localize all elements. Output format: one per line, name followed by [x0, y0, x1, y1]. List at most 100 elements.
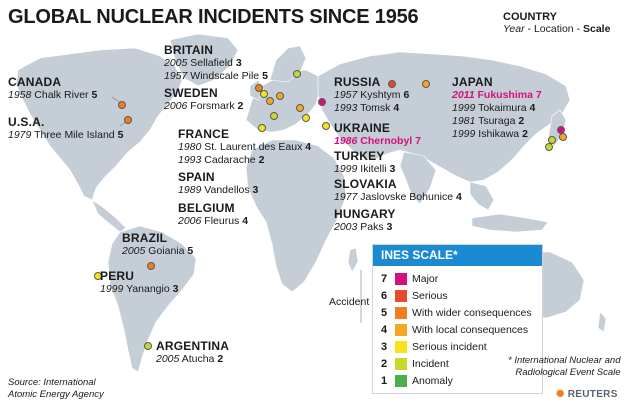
incident-year: 1979: [8, 129, 32, 141]
incident-location: Chalk River: [34, 89, 89, 101]
incident-entry: 1957 Windscale Pile 5: [164, 70, 268, 83]
incident-location: St. Laurent des Eaux: [204, 141, 303, 153]
incident-marker-windscale-pile[interactable]: [255, 84, 263, 92]
country-name: BRAZIL: [122, 231, 168, 245]
incident-marker-st-laurent[interactable]: [266, 97, 274, 105]
incident-marker-fleurus[interactable]: [276, 92, 284, 100]
incident-year: 1980: [178, 141, 202, 153]
incident-marker-forsmark[interactable]: [293, 70, 301, 78]
country-name: UKRAINE: [334, 121, 391, 135]
legend-header-sep: -: [573, 23, 583, 35]
incident-location: Windscale Pile: [190, 70, 260, 82]
country-block-belgium: BELGIUM 2006 Fleurus 4: [178, 202, 248, 228]
incident-marker-chernobyl[interactable]: [318, 98, 326, 106]
incident-scale: 4: [529, 102, 536, 114]
credit-text: REUTERS: [567, 389, 618, 400]
ines-level-swatch: [395, 341, 407, 353]
incident-location: Ishikawa: [478, 128, 520, 140]
country-block-peru: PERU 1999 Yanangio 3: [100, 270, 178, 296]
country-block-slovakia: SLOVAKIA 1977 Jaslovske Bohunice 4: [334, 178, 462, 204]
incident-scale: 4: [305, 141, 312, 153]
incident-year: 1999: [452, 102, 476, 114]
footnote: * International Nuclear and Radiological…: [508, 355, 621, 379]
incident-year: 1999: [100, 283, 124, 295]
incident-scale: 3: [252, 184, 259, 196]
incident-location: Vandellos: [204, 184, 250, 196]
incident-marker-chalk-river[interactable]: [118, 101, 126, 109]
country-block-brazil: BRAZIL 2005 Goiania 5: [122, 232, 193, 258]
north-america-landmass: [15, 47, 183, 201]
ines-level-label: With local consequences: [412, 324, 529, 336]
ines-level-swatch: [395, 358, 407, 370]
incident-location: Tokaimura: [478, 102, 527, 114]
incident-scale: 5: [262, 70, 268, 82]
ines-level-3: 3 Serious incident: [381, 339, 541, 356]
incident-entry: 1999 Ishikawa 2: [452, 128, 542, 141]
incident-marker-cadarache[interactable]: [270, 112, 278, 120]
incident-scale: 2: [217, 353, 224, 365]
incident-year: 2005: [122, 245, 146, 257]
incident-marker-paks[interactable]: [302, 114, 310, 122]
incident-scale: 2: [518, 115, 525, 127]
incident-location: Three Mile Island: [34, 129, 115, 141]
incident-marker-vandellos[interactable]: [258, 124, 266, 132]
incident-location: Atucha: [181, 353, 215, 365]
incident-year: 2005: [164, 57, 188, 69]
incident-marker-sellafield[interactable]: [260, 90, 268, 98]
footnote-line: Radiological Event Scale: [515, 367, 621, 378]
ines-level-1: 1 Anomaly: [381, 373, 541, 390]
ines-level-label: Serious incident: [412, 341, 487, 353]
country-name: SLOVAKIA: [334, 177, 397, 191]
country-name: RUSSIA: [334, 75, 381, 89]
incident-marker-kyshtym[interactable]: [388, 80, 396, 88]
incident-scale: 2: [237, 100, 244, 112]
incident-entry: 1999 Tokaimura 4: [452, 102, 542, 115]
country-name: PERU: [100, 269, 135, 283]
incident-year: 1999: [334, 163, 358, 175]
greenland-landmass: [169, 33, 239, 87]
country-name: JAPAN: [452, 75, 493, 89]
incident-entry: 2006 Forsmark 2: [164, 100, 243, 113]
incident-marker-atucha[interactable]: [144, 342, 152, 350]
ines-level-swatch: [395, 307, 407, 319]
incident-location: Tsuraga: [478, 115, 516, 127]
ines-level-2: 2 Incident: [381, 356, 541, 373]
incident-location: Tomsk: [360, 102, 391, 114]
incident-year: 1989: [178, 184, 202, 196]
incident-year: 1993: [178, 154, 202, 166]
incident-scale: 3: [172, 283, 179, 295]
incident-marker-tokaimura[interactable]: [559, 133, 567, 141]
country-block-sweden: SWEDEN 2006 Forsmark 2: [164, 87, 243, 113]
incident-entry: 1979 Three Mile Island 5: [8, 129, 123, 142]
incident-location: Yanangio: [126, 283, 170, 295]
incident-marker-three-mile-island[interactable]: [124, 116, 132, 124]
incident-marker-ishikawa[interactable]: [545, 143, 553, 151]
ines-scale-title: INES SCALE*: [373, 245, 542, 266]
incident-entry: 2005 Goiania 5: [122, 245, 193, 258]
incident-marker-ikitelli[interactable]: [322, 122, 330, 130]
reuters-logo: ✺ REUTERS: [556, 389, 618, 400]
ines-level-number: 6: [381, 290, 388, 302]
page-title: GLOBAL NUCLEAR INCIDENTS SINCE 1956: [8, 6, 419, 28]
country-block-britain: BRITAIN 2005 Sellafield 3 1957 Windscale…: [164, 44, 268, 83]
incident-entry: 1957 Kyshtym 6: [334, 89, 409, 102]
incident-location: Sellafield: [190, 57, 233, 69]
country-block-france: FRANCE 1980 St. Laurent des Eaux 4 1993 …: [178, 128, 311, 167]
incident-year: 2005: [156, 353, 180, 365]
incident-year: 1999: [452, 128, 476, 140]
incident-scale: 3: [389, 163, 396, 175]
ines-level-swatch: [395, 375, 407, 387]
incident-year: 1981: [452, 115, 476, 127]
incident-scale: 4: [456, 191, 462, 203]
incident-marker-goiania[interactable]: [147, 262, 155, 270]
incident-marker-yanangio[interactable]: [94, 272, 102, 280]
incident-entry: 1981 Tsuraga 2: [452, 115, 542, 128]
incident-marker-tomsk[interactable]: [422, 80, 430, 88]
accident-bracket-label: Accident: [329, 296, 370, 308]
incident-marker-jaslovske-bohunice[interactable]: [296, 104, 304, 112]
country-block-usa: U.S.A. 1979 Three Mile Island 5: [8, 116, 123, 142]
ines-level-label: Major: [412, 273, 439, 285]
incident-year: 1986: [334, 135, 358, 147]
country-block-japan: JAPAN 2011 Fukushima 7 1999 Tokaimura 4 …: [452, 76, 542, 141]
